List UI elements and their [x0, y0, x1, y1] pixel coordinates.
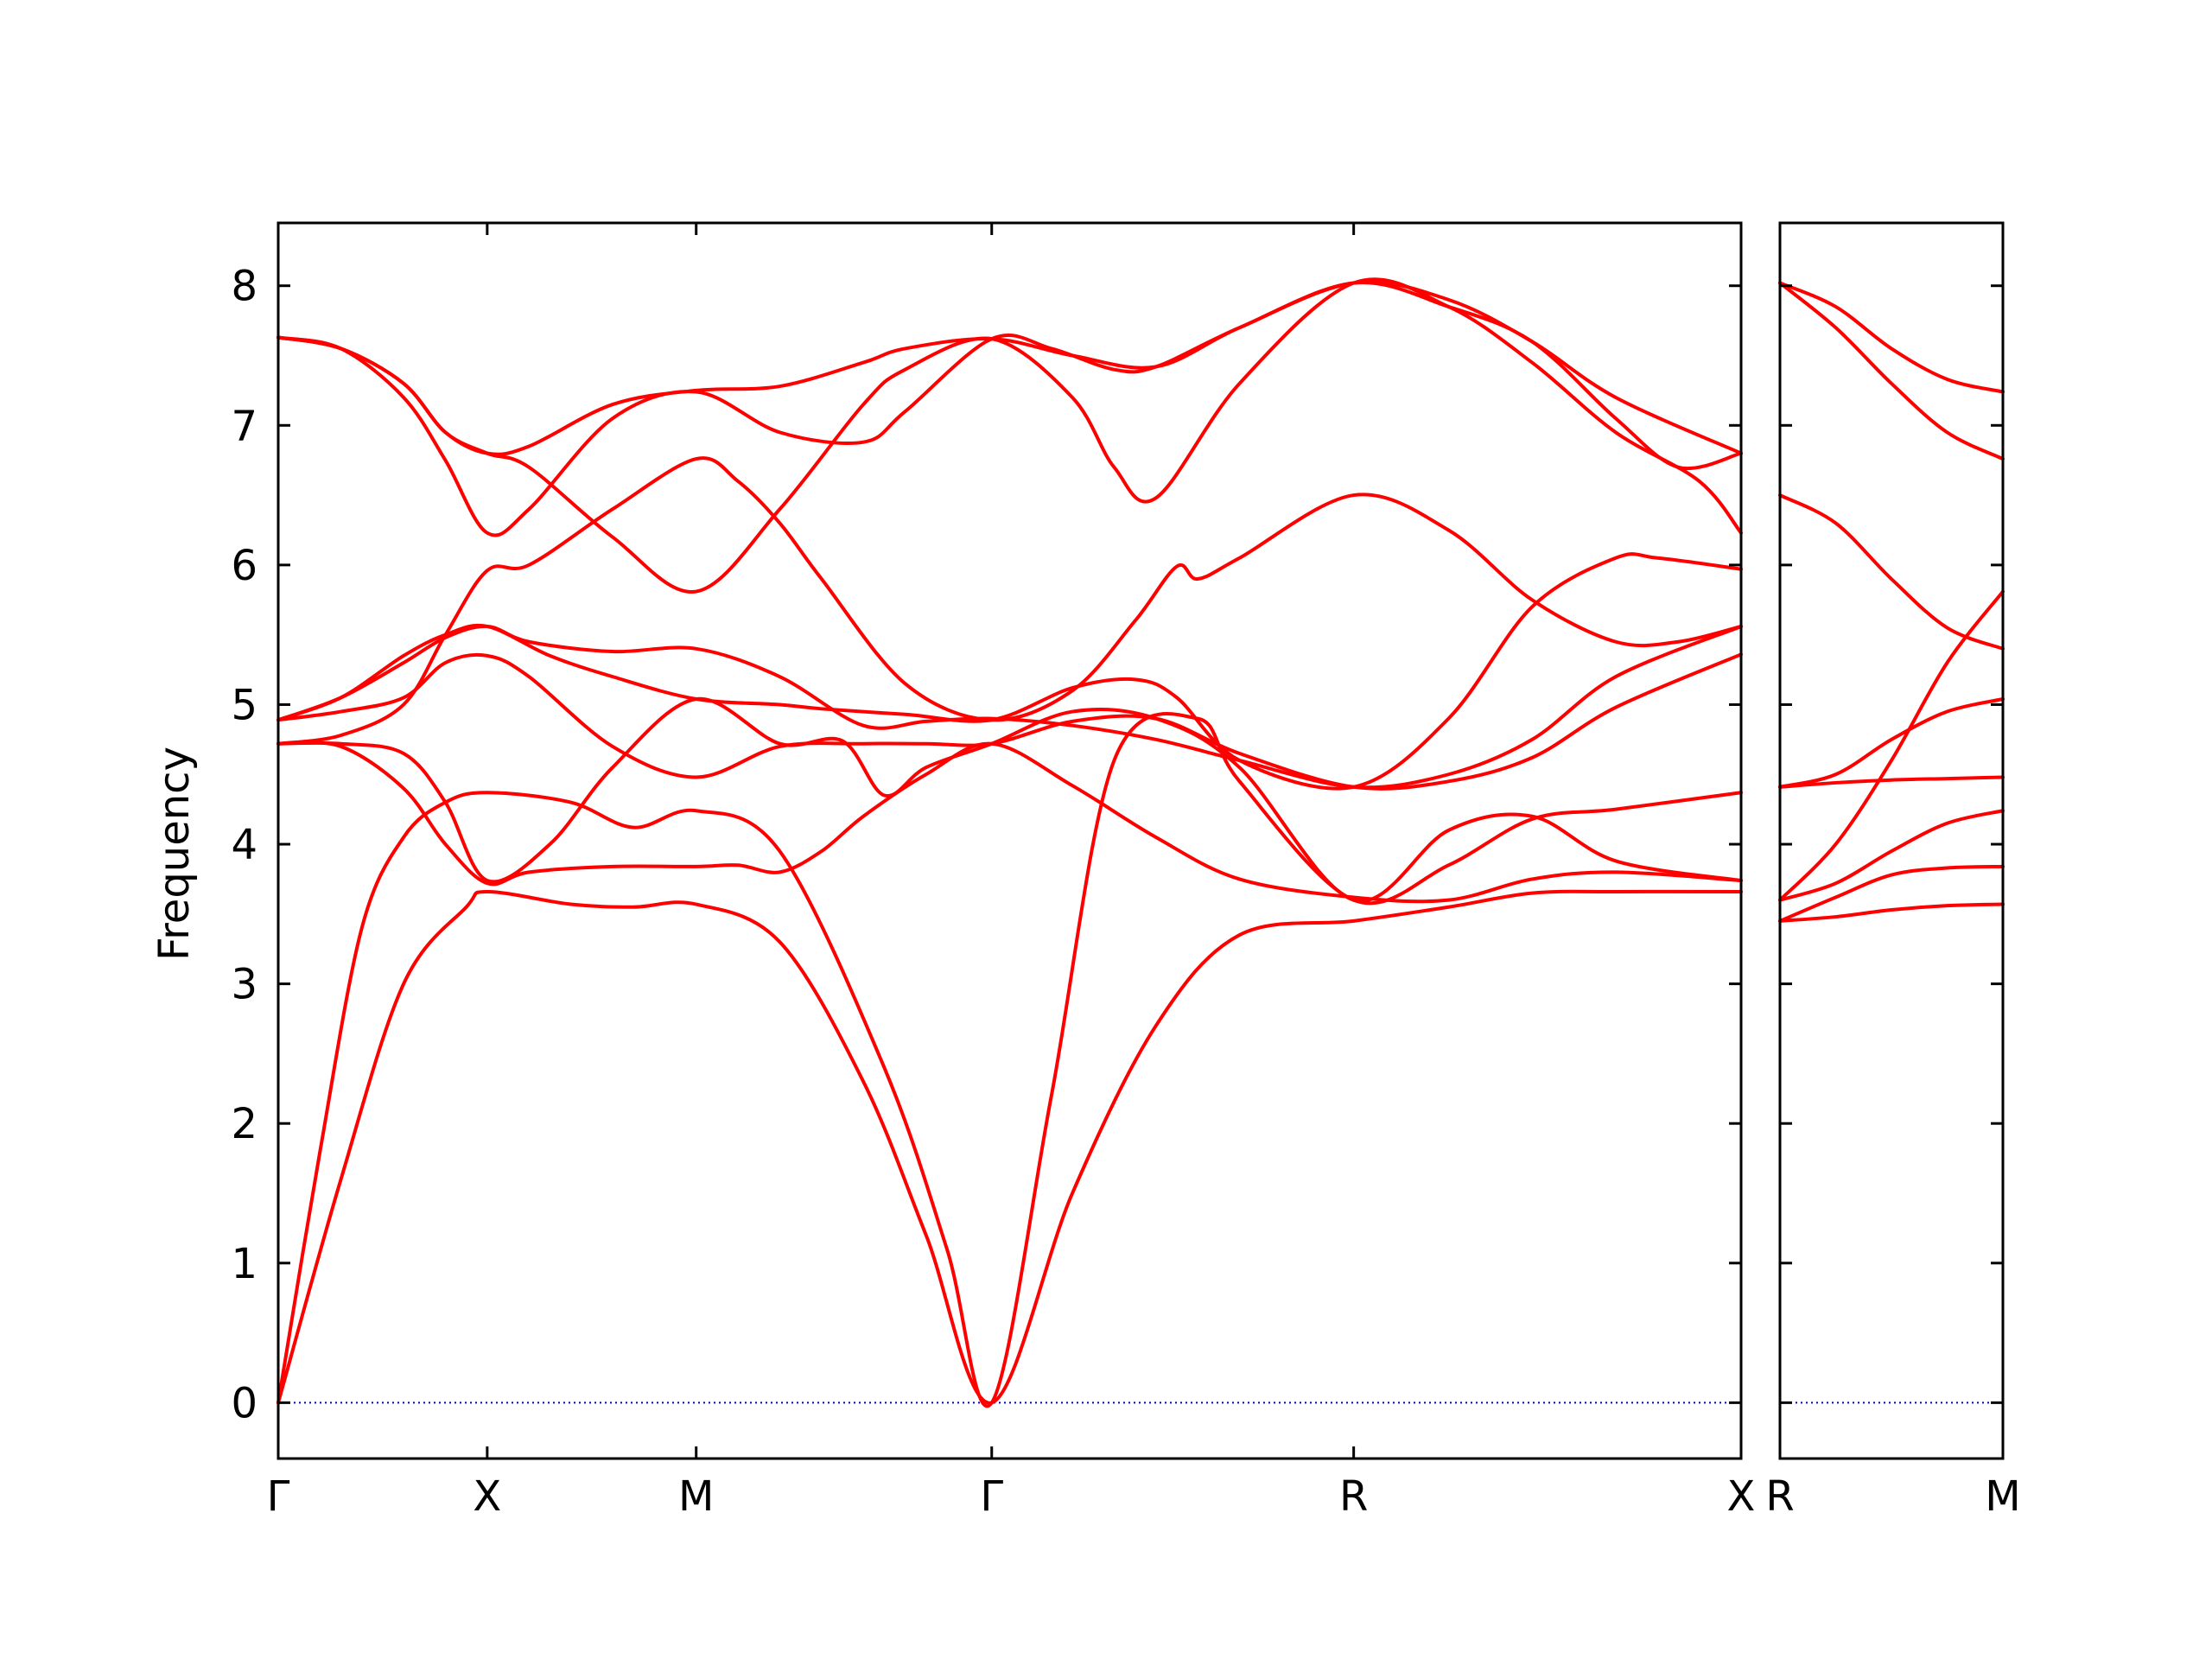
- x-tick-label: X: [1727, 1472, 1756, 1521]
- band-line-1-5: [276, 652, 1743, 791]
- band-line-1-2: [276, 711, 1743, 1408]
- y-tick-label: 3: [231, 961, 257, 1009]
- y-tick-label: 5: [231, 681, 257, 729]
- y-tick-label: 1: [231, 1240, 257, 1288]
- band-line-1-8: [276, 456, 1743, 746]
- plot-frame: [276, 221, 1743, 1460]
- band-line-2-5: [1778, 775, 2005, 789]
- y-tick-label: 6: [231, 542, 257, 590]
- band-line-1-4: [276, 696, 1743, 903]
- band-line-2-3: [1778, 809, 2005, 902]
- y-axis-title: Frequency: [150, 747, 199, 961]
- x-tick-label: M: [678, 1472, 714, 1521]
- y-tick-label: 4: [231, 821, 257, 869]
- band-line-1-6: [276, 624, 1743, 790]
- band-line-1-10: [276, 277, 1743, 594]
- band-line-2-8: [1778, 281, 2005, 461]
- band-line-1-7: [276, 552, 1743, 791]
- band-line-2-6: [1778, 696, 2005, 789]
- plot-frame: [1778, 221, 2005, 1460]
- x-tick-label: M: [1985, 1472, 2020, 1521]
- x-tick-label: R: [1765, 1472, 1794, 1521]
- x-tick-label: Γ: [267, 1472, 290, 1521]
- band-line-1-9: [276, 280, 1743, 537]
- band-line-2-2: [1778, 864, 2005, 923]
- y-tick-label: 2: [231, 1100, 257, 1148]
- y-tick-label: 7: [231, 402, 257, 450]
- x-tick-label: X: [473, 1472, 501, 1521]
- band-line-2-7: [1778, 493, 2005, 651]
- band-line-1-11: [276, 280, 1743, 456]
- band-line-1-1: [276, 889, 1743, 1405]
- band-line-2-9: [1778, 281, 2005, 394]
- x-tick-label: Γ: [980, 1472, 1003, 1521]
- x-tick-label: R: [1339, 1472, 1368, 1521]
- band-line-1-3: [276, 741, 1743, 904]
- y-tick-label: 8: [231, 263, 257, 311]
- y-tick-label: 0: [231, 1379, 257, 1427]
- band-line-2-1: [1778, 902, 2005, 923]
